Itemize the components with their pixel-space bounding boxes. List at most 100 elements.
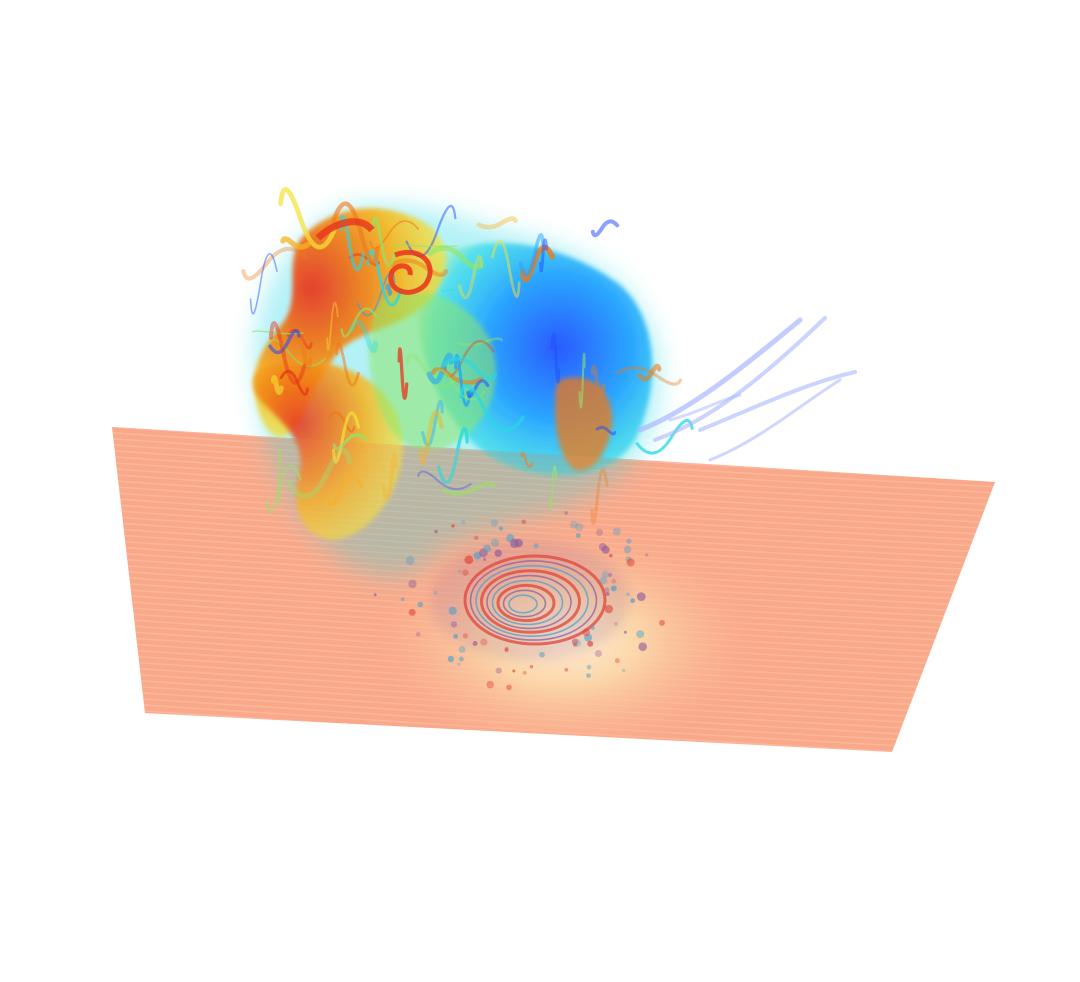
volume-filaments [241,187,694,526]
volume-filament [339,214,365,272]
vortex-speckle [622,668,626,673]
volume-filament [615,366,682,386]
volume-filament [391,244,458,248]
vortex-speckle [586,673,591,678]
volume-filament [405,353,459,388]
vortex-speckle [490,538,500,547]
volume-filament [421,399,444,447]
volume-warm-spot-right [555,377,613,471]
vortex-ring [508,594,538,614]
vortex-speckle [613,527,621,536]
vortex-speckle [601,571,609,579]
vortex-speckle [601,545,610,554]
vortex-speckle [458,646,466,653]
vortex-speckle [564,511,568,515]
volume-filament [335,342,360,387]
volume-filament [518,233,545,277]
vortex-speckle [636,592,646,601]
volume-filament [550,332,561,384]
vortex-speckle [458,569,462,573]
vortex-speckle [626,592,630,596]
vortex-speckle [495,667,502,674]
vortex-speckle [645,553,649,557]
vortex-speckle [623,630,627,634]
vortex-speckle [451,524,455,528]
vortex-speckle [522,670,527,675]
volume-filament [349,319,379,354]
volume-filament [437,427,469,485]
vortex-speckle [433,590,438,595]
vortex-speckle [512,669,516,673]
vortex-speckle [494,549,502,557]
vortex-speckle [626,558,635,567]
vortex-ring [491,579,564,626]
volume-filament [268,329,301,355]
vortex-speckle [480,638,488,646]
vortex-speckle [586,664,592,670]
volume-filament [371,216,397,267]
vortex-speckle [472,641,478,646]
volume-filament [431,367,484,385]
volume-filament [332,433,368,451]
vortex-speckle [539,651,545,658]
volume-filament [637,363,662,382]
vortex-ring [475,564,589,637]
volume-filament [249,253,278,315]
volume-filament [520,451,534,468]
vortex-speckle [584,633,593,642]
vortex-speckle [462,633,468,639]
volume-filament [280,236,311,250]
volume-filament [590,364,607,395]
volume-filament [590,468,609,526]
vortex-speckle [611,578,617,584]
vortex-speckle [434,529,438,534]
vortex-speckle [405,556,415,565]
vortex-ring [469,560,598,641]
volume-filament [476,216,518,230]
vortex-speckle [599,576,608,585]
vortex-speckle [623,545,632,554]
volume-filament [385,283,393,296]
volume-filament [277,447,282,506]
vortex-speckle [408,608,416,616]
vortex-speckle [448,606,457,616]
vortex-speckle [604,604,614,614]
vortex-speckle [582,628,591,637]
volume-filament [381,453,398,501]
vortex-speckle [453,634,458,639]
vortex-speckle [594,650,602,657]
vortex-speckle [533,543,539,549]
vortex-speckle [474,535,479,540]
vortex-speckle [636,630,645,639]
vortex-speckle [521,519,526,524]
volume-filament [326,476,363,507]
vortex-speckle [571,638,579,646]
vortex-speckle [529,665,534,669]
contour-line [100,768,1000,823]
volume-filament [340,307,378,338]
vortex-ring [463,554,607,646]
volume-filament [491,239,521,298]
volume-filament [635,419,694,455]
vortex-speckle [450,621,458,628]
vortex-speckle [504,648,509,653]
vortex-speckle [605,592,610,596]
vortex-ring-structure [373,511,665,691]
vortex-speckle [417,601,424,608]
vortex-rings [463,554,607,646]
volume-filament [442,356,498,382]
vortex-speckle [604,587,610,594]
volume-filament [366,249,403,307]
volume-filament [459,383,525,432]
vortex-speckle [458,656,464,662]
volume-filament [457,337,504,346]
volume-filament [435,369,486,401]
volume-filament [369,220,420,250]
vortex-speckle [613,621,618,626]
volume-filament [327,411,356,433]
contour-line [112,749,995,752]
vortex-speckle [464,555,474,565]
vortex-speckle [609,553,613,558]
volume-filament [578,352,586,409]
